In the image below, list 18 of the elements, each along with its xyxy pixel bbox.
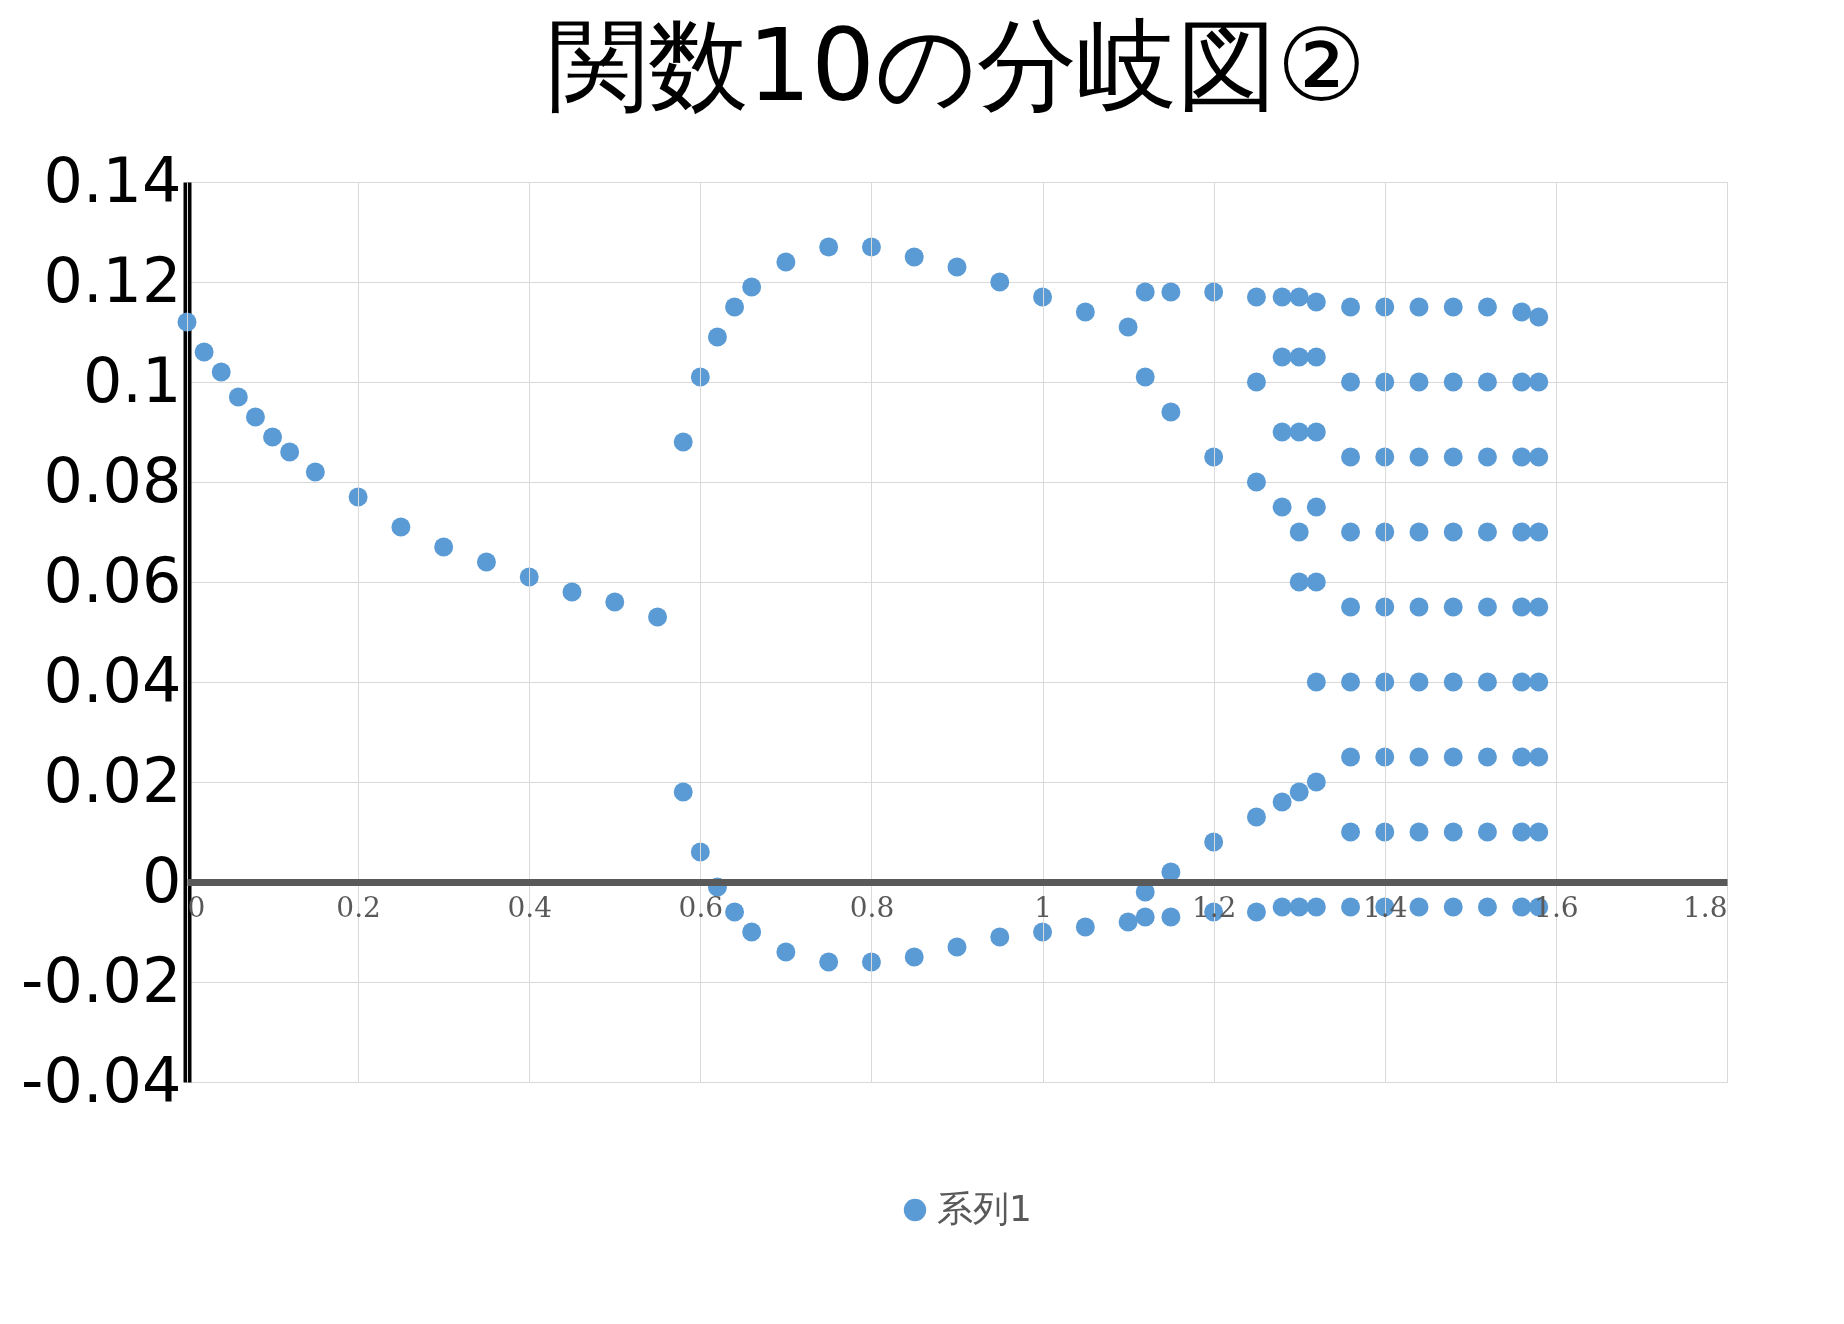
x-tick-label: 0.8: [849, 890, 895, 924]
y-tick-label: 0.14: [43, 143, 182, 217]
y-tick-label: 0.1: [82, 343, 182, 417]
y-tick-label: 0.08: [43, 443, 182, 517]
x-tick-label: 0.2: [336, 890, 381, 924]
chart-title: 関数10の分岐図②: [547, 7, 1367, 124]
legend-label: 系列1: [937, 1188, 1032, 1229]
x-tick-label: 0.4: [507, 890, 552, 924]
x-tick-label: 1.2: [1191, 890, 1237, 924]
y-tick-label: 0.12: [43, 243, 182, 317]
x-tick-label: 0.6: [678, 890, 724, 924]
y-tick-label: -0.02: [21, 943, 182, 1017]
y-tick-label: 0.02: [43, 743, 182, 817]
y-tick-label: 0.06: [43, 543, 182, 617]
x-tick-label: 1.8: [1682, 890, 1728, 924]
y-tick-label: 0.04: [43, 643, 182, 717]
y-tick-label: -0.04: [21, 1043, 182, 1117]
x-tick-label: 1: [1034, 890, 1052, 924]
